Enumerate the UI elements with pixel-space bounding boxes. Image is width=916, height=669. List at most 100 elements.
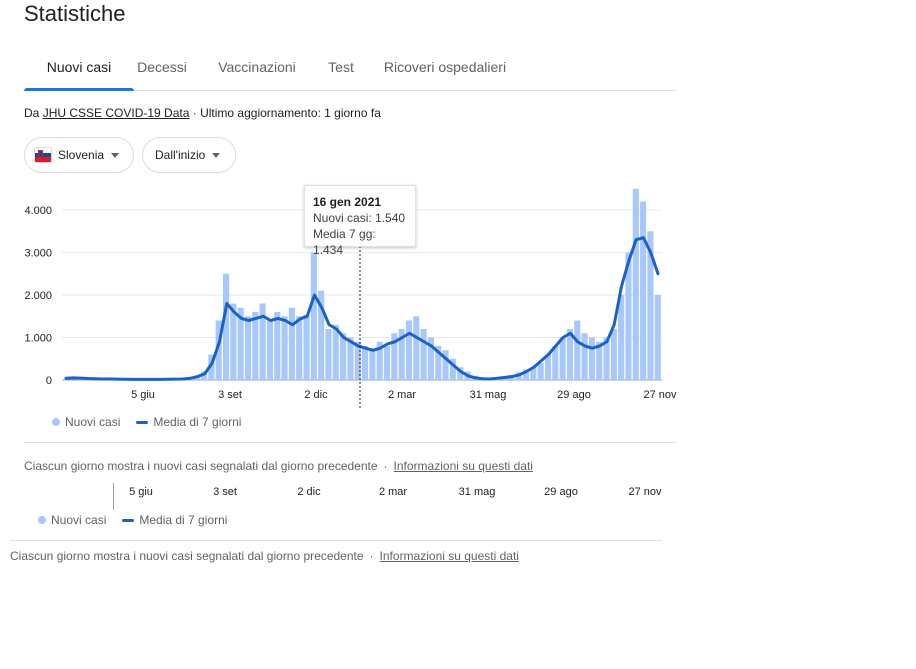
cases-bar [654,295,661,380]
x-tick: 2 dic [297,486,321,498]
cases-bar [574,320,581,380]
period-label: Dall'inizio [155,148,206,162]
period-selector[interactable]: Dall'inizio [142,137,236,173]
x-tick-label: 3 set [218,389,242,401]
y-tick-label: 3.000 [24,248,52,260]
tab-nuovi-casi[interactable]: Nuovi casi [46,59,112,75]
cases-bars [76,188,661,381]
axis-marker-line [113,483,114,510]
seven-day-average-line [64,236,660,381]
data-note: Ciascun giorno mostra i nuovi casi segna… [24,458,533,474]
cases-bar [442,350,449,380]
source-line: Da JHU CSSE COVID-19 Data · Ultimo aggio… [24,105,381,121]
active-tab-indicator [24,88,134,91]
dropdown-arrow-icon [212,152,221,158]
cases-bar [354,341,361,380]
country-label: Slovenia [58,148,105,162]
cases-bar [369,350,376,380]
y-tick-label: 2.000 [24,290,52,302]
x-tick-label: 29 ago [557,389,591,401]
cases-legend-dot-icon [52,418,60,426]
cases-bar [201,371,208,380]
tab-decessi[interactable]: Decessi [137,59,187,75]
x-tick: 3 set [213,486,237,498]
note-separator: · [369,549,374,563]
cases-bar [566,329,573,380]
legend-cases: Nuovi casi [51,513,107,527]
cases-bar [391,333,398,380]
legend-average: Media di 7 giorni [153,415,242,429]
average-legend-line-icon [136,420,149,424]
cases-bar [603,337,610,380]
tooltip-date: 16 gen 2021 [313,195,382,209]
slovenia-flag-icon [34,147,52,163]
cases-bar [215,320,222,380]
x-tick-label: 5 giu [131,389,155,401]
divider [10,540,662,541]
cases-bar [208,354,215,380]
cases-legend-dot-icon [38,516,46,524]
cases-bar [244,316,252,380]
cases-bar [222,273,230,380]
divider [24,442,676,443]
cases-bar [420,329,427,380]
x-tick: 2 mar [378,486,408,498]
x-tick: 5 giu [129,486,153,498]
cases-bar [252,312,259,380]
last-updated: Ultimo aggiornamento: 1 giorno fa [200,106,381,120]
cases-bar [449,358,456,380]
tab-vaccinazioni[interactable]: Vaccinazioni [218,59,296,75]
note-separator: · [383,459,388,473]
cases-bar [581,333,588,380]
cases-bar [310,252,317,380]
cases-bar [288,307,295,380]
x-axis-labels: 5 giu 3 set 2 dic 2 mar 31 mag 29 ago 27 nov [131,389,677,401]
source-prefix: Da [24,106,40,120]
cases-chart[interactable]: 0 1.000 2.000 3.000 4.000 5 giu 3 set 2 dic 2 m… [0,180,690,410]
cases-bar [544,354,552,380]
note-text: Ciascun giorno mostra i nuovi casi segna… [24,459,378,473]
cases-bar [618,295,625,380]
legend-cases: Nuovi casi [65,415,121,429]
chart-legend-secondary: Nuovi casi Media di 7 giorni [38,513,227,527]
tab-test[interactable]: Test [328,59,354,75]
cases-bar [347,337,354,380]
x-tick-label: 2 dic [304,389,328,401]
cases-bar [559,337,566,380]
cases-bar [362,346,369,380]
cases-bar [530,367,537,380]
tab-bar: Nuovi casi Decessi Vaccinazioni Test Ric… [24,48,676,91]
cases-bar [296,316,303,380]
source-separator: · [192,106,197,120]
data-info-link[interactable]: Informazioni su questi dati [393,459,533,473]
y-tick-label: 4.000 [24,205,52,217]
x-tick-label: 31 mag [470,389,507,401]
source-link[interactable]: JHU CSSE COVID-19 Data [42,106,190,120]
dropdown-arrow-icon [111,152,120,158]
cases-bar [318,290,325,380]
tab-ricoveri-ospedalieri[interactable]: Ricoveri ospedalieri [383,59,507,75]
cases-bar [383,346,391,380]
cases-bar [405,320,413,380]
cases-bar [230,303,237,380]
cases-bar [435,346,442,380]
cases-bar [457,367,464,380]
cases-bar [522,369,530,381]
y-tick-label: 1.000 [24,333,52,345]
legend-average: Media di 7 giorni [139,513,228,527]
x-tick: 27 nov [628,486,662,498]
x-tick: 31 mag [458,486,496,498]
cases-bar [325,329,332,380]
y-tick-label: 0 [46,375,52,387]
data-info-link[interactable]: Informazioni su questi dati [379,549,519,563]
x-tick-label: 2 mar [388,389,416,401]
chart-legend: Nuovi casi Media di 7 giorni [52,415,241,429]
country-selector[interactable]: Slovenia [24,137,134,173]
chart-tooltip: 16 gen 2021 Nuovi casi: 1.540 Media 7 gg… [304,185,416,257]
cases-bar [552,346,559,380]
cases-bar [274,312,281,380]
x-tick: 29 ago [544,486,578,498]
cases-bar [332,324,339,380]
cases-bar [398,329,405,380]
cases-bar [632,188,639,380]
